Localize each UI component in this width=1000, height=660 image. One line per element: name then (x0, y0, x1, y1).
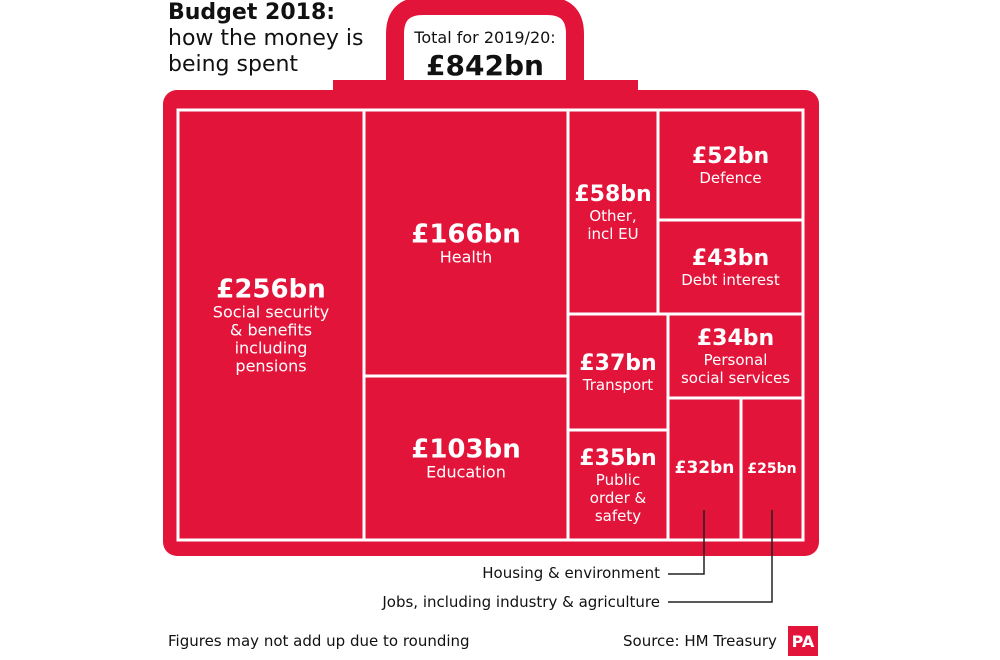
pa-logo: PA (788, 626, 818, 656)
value-label: £58bn (574, 182, 651, 207)
treemap-cell (666, 312, 805, 400)
callout-jobs: Jobs, including industry & agriculture (382, 593, 660, 611)
treemap-cell (362, 374, 570, 542)
leader-line-jobs (668, 510, 773, 603)
category-label: pensions (235, 356, 306, 375)
category-label: Other, (589, 207, 636, 225)
title-line-1: Budget 2018: (168, 0, 336, 25)
value-label: £166bn (411, 219, 520, 249)
value-label: £256bn (216, 274, 325, 304)
callout-housing: Housing & environment (482, 564, 660, 582)
total-value: £842bn (426, 49, 544, 82)
category-label: social services (681, 369, 790, 387)
treemap-cell (656, 218, 805, 316)
category-label: Transport (582, 376, 654, 394)
category-label: Education (426, 462, 506, 481)
value-label: £37bn (579, 351, 656, 376)
category-label: Public (596, 471, 640, 489)
total-label: Total for 2019/20: (414, 28, 556, 47)
category-label: Health (440, 247, 493, 266)
handle-shape (386, 0, 584, 84)
chart-title: Budget 2018: how the money is being spen… (168, 0, 408, 78)
category-label: Defence (699, 169, 761, 187)
treemap-cell (176, 108, 366, 542)
category-label: Personal (704, 351, 768, 369)
title-line-2: how the money is (168, 26, 364, 51)
source-note: Source: HM Treasury (623, 632, 777, 650)
treemap-cell (566, 428, 670, 542)
category-label: & benefits (230, 320, 312, 339)
category-label: order & (590, 489, 647, 507)
value-label: £25bn (747, 461, 796, 477)
value-label: £52bn (692, 144, 769, 169)
category-label: Debt interest (681, 271, 780, 289)
category-label: safety (595, 507, 641, 525)
value-label: £43bn (692, 246, 769, 271)
leader-line-housing (668, 510, 705, 575)
value-label: £103bn (411, 434, 520, 464)
title-line-3: being spent (168, 52, 299, 77)
value-label: £32bn (675, 458, 735, 478)
category-label: including (235, 338, 308, 357)
rounding-note: Figures may not add up due to rounding (168, 632, 470, 650)
value-label: £35bn (579, 446, 656, 471)
category-label: incl EU (587, 225, 638, 243)
value-label: £34bn (697, 326, 774, 351)
category-label: Social security (213, 302, 329, 321)
total-box: Total for 2019/20: £842bn (400, 20, 570, 84)
